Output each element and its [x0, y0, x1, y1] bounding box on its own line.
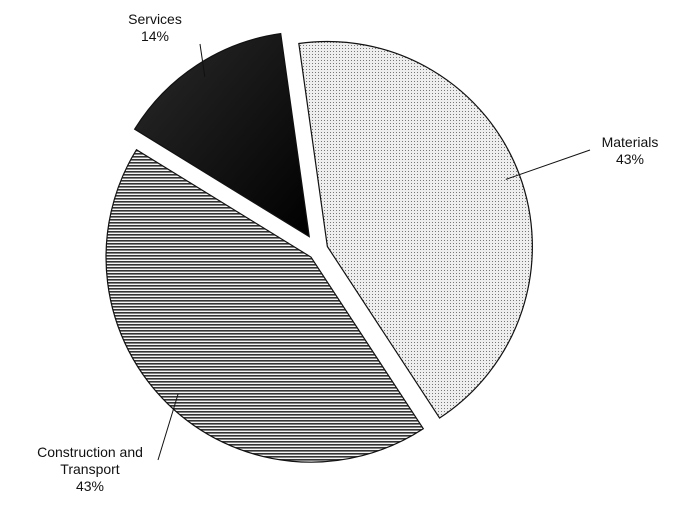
leader-line: [505, 149, 591, 180]
value-label: 14%: [140, 28, 170, 44]
leader-line: [157, 393, 179, 461]
leader-line: [199, 43, 206, 78]
pie-slice: [105, 148, 425, 463]
slice-label: Materials 43%: [580, 134, 680, 168]
category-name: Services: [128, 11, 182, 27]
value-label: 43%: [615, 151, 645, 167]
slice-label: Services 14%: [100, 11, 210, 45]
slice-label: Construction and Transport 43%: [20, 444, 160, 495]
category-name: Materials: [601, 134, 659, 150]
value-label: 43%: [75, 478, 105, 494]
pie-slice: [133, 32, 311, 238]
category-name: Construction and Transport: [37, 444, 143, 477]
